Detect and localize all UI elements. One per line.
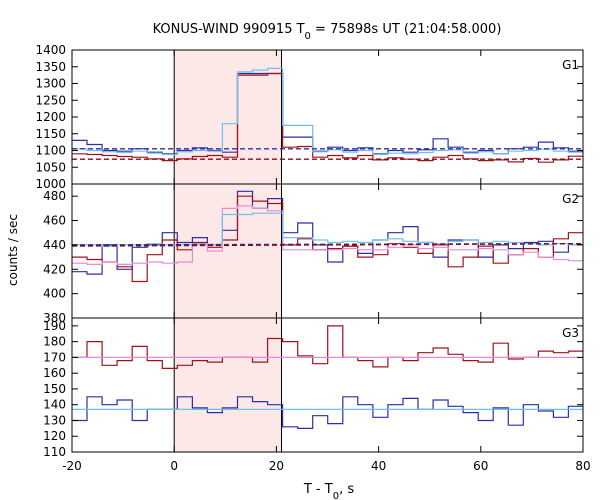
y-tick-label: 1200 (35, 110, 66, 124)
panel-frame (71, 317, 584, 453)
y-tick-label: 480 (43, 189, 66, 203)
chart-title: KONUS-WIND 990915 T0 = 75898s UT (21:04:… (153, 22, 502, 42)
panel-data-group (72, 67, 583, 163)
y-tick-label: 120 (43, 429, 66, 443)
x-tick-label: 80 (575, 459, 590, 473)
chart-title-rest: = 75898s UT (21:04:58.000) (311, 22, 501, 37)
y-tick-label: 400 (43, 287, 66, 301)
series-step-2 (72, 205, 583, 265)
series-step-0 (72, 396, 583, 429)
y-tick-label: 180 (43, 335, 66, 349)
y-axis-label: counts / sec (6, 214, 20, 286)
burst-interval-highlight (174, 184, 282, 318)
burst-interval-highlight (174, 50, 282, 184)
y-tick-label: 1350 (35, 60, 66, 74)
y-tick-label: 130 (43, 413, 66, 427)
x-tick-label: 40 (371, 459, 386, 473)
y-tick-label: 1100 (35, 144, 66, 158)
series-step-2 (72, 67, 583, 156)
panel-frame (71, 49, 584, 185)
y-tick-label: 380 (43, 311, 66, 325)
panel-label-g1: G1 (562, 58, 579, 72)
y-tick-label: 140 (43, 398, 66, 412)
y-tick-label: 1400 (35, 43, 66, 57)
y-tick-label: 160 (43, 366, 66, 380)
chart-title-subscript: 0 (305, 31, 311, 42)
y-tick-label: 1000 (35, 177, 66, 191)
y-tick-label: 440 (43, 238, 66, 252)
x-tick-label: 20 (269, 459, 284, 473)
panel-label-g2: G2 (562, 192, 579, 206)
y-tick-label: 1300 (35, 77, 66, 91)
x-tick-label: 60 (473, 459, 488, 473)
x-axis-label-subscript: 0 (333, 491, 339, 500)
chart-title-main: KONUS-WIND 990915 T (153, 22, 305, 37)
panel-data-group (72, 190, 583, 283)
x-axis-label: T - T0, s (303, 482, 354, 500)
x-axis-label-main: T - T (303, 482, 333, 497)
y-tick-label: 1150 (35, 127, 66, 141)
y-tick-label: 1050 (35, 160, 66, 174)
series-step-3 (72, 212, 583, 247)
y-tick-label: 1250 (35, 93, 66, 107)
y-tick-label: 150 (43, 382, 66, 396)
y-tick-label: 460 (43, 214, 66, 228)
panels-group: 100010501100115012001250130013501400G138… (35, 43, 590, 473)
panel-g2: 380 400 420 440 460 480 G2 (43, 183, 584, 325)
panel-g1: 1000 1050 1100 1150 1200 1250 1300 1350 1400 G1 (35, 43, 584, 191)
y-tick-label: 110 (43, 445, 66, 459)
burst-interval-highlight (174, 318, 282, 452)
y-tick-label: 420 (43, 262, 66, 276)
y-tick-label: 190 (43, 319, 66, 333)
x-axis-label-rest: , s (339, 482, 354, 497)
series-dash-5 (72, 243, 583, 247)
series-step-0 (72, 72, 583, 155)
x-tick-label: -20 (62, 459, 82, 473)
series-step-1 (72, 325, 583, 369)
panel-label-g3: G3 (562, 326, 579, 340)
series-step-1 (72, 195, 583, 283)
panel-data-group (72, 325, 583, 429)
x-tick-label: 0 (170, 459, 178, 473)
y-tick-label: 170 (43, 350, 66, 364)
